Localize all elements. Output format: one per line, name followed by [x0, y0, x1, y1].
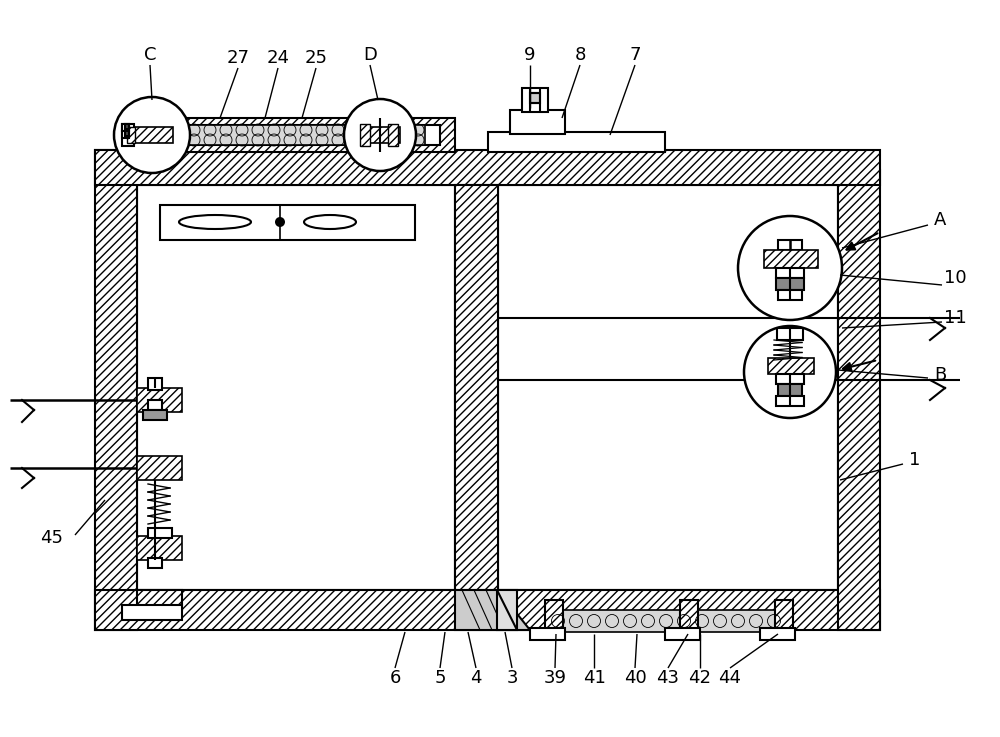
Bar	[455, 185, 498, 590]
Bar	[125, 131, 129, 136]
Text: 40: 40	[624, 669, 646, 687]
Bar	[680, 600, 698, 632]
Text: 43: 43	[656, 669, 680, 687]
Text: 10: 10	[944, 269, 966, 287]
Bar	[545, 600, 563, 632]
Bar	[127, 127, 135, 143]
Text: 42: 42	[688, 669, 712, 687]
Polygon shape	[455, 590, 530, 630]
Bar	[137, 118, 455, 152]
Text: 11: 11	[944, 309, 966, 327]
Bar	[388, 124, 398, 146]
Bar	[498, 185, 838, 590]
Circle shape	[344, 99, 416, 171]
Bar	[530, 93, 540, 103]
Bar	[143, 410, 167, 420]
Text: 3: 3	[506, 669, 518, 687]
Bar	[510, 110, 565, 134]
Bar	[778, 384, 802, 396]
Text: 45: 45	[40, 529, 64, 547]
Bar	[764, 250, 818, 268]
Bar	[768, 358, 814, 374]
Text: 44: 44	[718, 669, 742, 687]
Bar	[775, 600, 793, 632]
Bar	[95, 590, 880, 630]
Text: B: B	[934, 366, 946, 384]
Text: C: C	[144, 46, 156, 64]
Bar	[122, 124, 134, 146]
Text: A: A	[934, 211, 946, 229]
Text: 8: 8	[574, 46, 586, 64]
Bar	[488, 132, 665, 152]
Bar	[778, 290, 802, 300]
Bar	[160, 205, 415, 240]
Text: 1: 1	[909, 451, 921, 469]
Circle shape	[275, 217, 285, 227]
Bar	[137, 185, 455, 590]
Bar	[150, 125, 440, 145]
Bar	[137, 456, 182, 480]
Text: 24: 24	[266, 49, 290, 67]
Bar	[360, 124, 370, 146]
Bar	[148, 400, 162, 410]
Bar	[95, 150, 880, 185]
Text: 27: 27	[226, 49, 250, 67]
Bar	[148, 528, 172, 538]
Bar	[362, 127, 400, 143]
Bar	[133, 127, 173, 143]
Bar	[776, 396, 804, 406]
Bar	[148, 378, 162, 390]
Bar	[122, 131, 129, 138]
Circle shape	[114, 97, 190, 173]
Bar	[776, 278, 804, 290]
Circle shape	[738, 216, 842, 320]
Bar	[137, 388, 182, 412]
Bar	[530, 628, 565, 640]
Bar	[838, 170, 880, 630]
Bar	[95, 150, 137, 630]
Bar	[778, 240, 802, 250]
Text: 4: 4	[470, 669, 482, 687]
Bar	[148, 558, 162, 568]
Bar	[665, 628, 700, 640]
Circle shape	[744, 326, 836, 418]
Bar	[760, 628, 795, 640]
Text: 41: 41	[583, 669, 605, 687]
Text: D: D	[363, 46, 377, 64]
Bar	[548, 610, 776, 632]
Text: 6: 6	[389, 669, 401, 687]
Text: 9: 9	[524, 46, 536, 64]
Bar	[125, 124, 129, 129]
Text: 7: 7	[629, 46, 641, 64]
Bar	[777, 328, 803, 340]
Text: 5: 5	[434, 669, 446, 687]
Bar	[776, 268, 804, 278]
Text: 25: 25	[304, 49, 328, 67]
Bar	[137, 536, 182, 560]
Bar	[122, 124, 129, 131]
Bar	[776, 374, 804, 384]
Bar	[522, 88, 548, 112]
Bar	[122, 605, 182, 620]
Bar	[137, 590, 182, 610]
Text: 39: 39	[544, 669, 566, 687]
Bar	[170, 125, 425, 145]
Bar	[497, 590, 517, 630]
